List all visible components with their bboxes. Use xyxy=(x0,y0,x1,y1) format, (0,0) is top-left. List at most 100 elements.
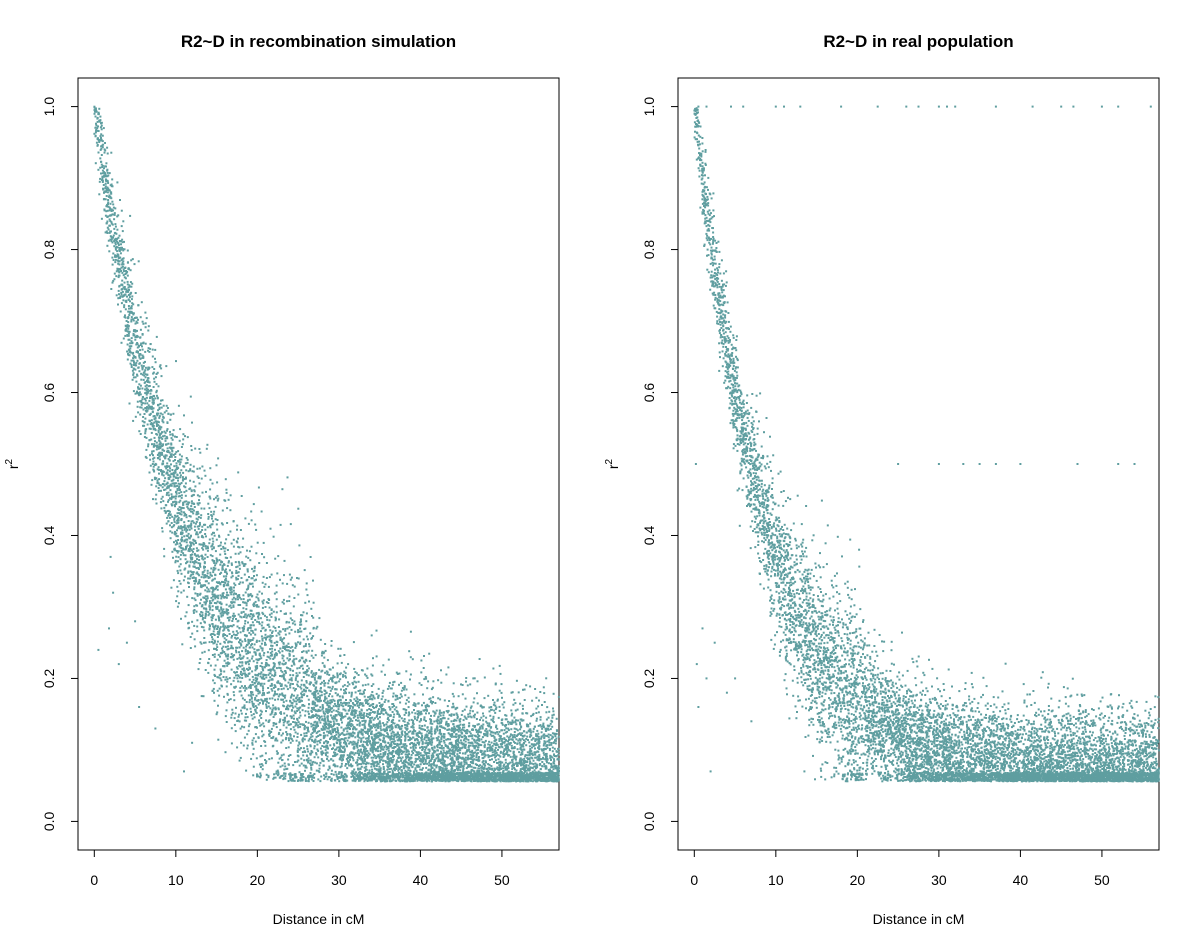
data-point xyxy=(336,739,339,742)
data-point xyxy=(431,748,434,751)
data-point xyxy=(193,580,196,582)
data-point xyxy=(384,744,387,747)
data-point xyxy=(248,698,251,701)
data-point xyxy=(224,645,227,648)
data-point xyxy=(361,702,364,705)
data-point xyxy=(519,757,522,760)
data-point xyxy=(192,542,195,545)
data-point xyxy=(332,773,335,776)
data-point xyxy=(192,565,195,568)
data-point xyxy=(362,715,365,718)
data-point xyxy=(122,286,125,289)
data-point xyxy=(214,588,216,591)
data-point xyxy=(435,779,438,782)
data-point xyxy=(296,749,299,752)
data-point xyxy=(163,480,166,483)
data-point xyxy=(158,434,161,437)
data-point xyxy=(122,299,125,302)
data-point xyxy=(409,746,412,749)
data-point xyxy=(252,693,255,696)
data-point xyxy=(388,768,391,771)
data-point xyxy=(534,747,536,750)
data-point xyxy=(440,744,443,747)
data-point xyxy=(529,685,532,688)
data-point xyxy=(259,645,262,648)
data-point xyxy=(265,710,267,713)
data-point xyxy=(550,764,553,767)
data-point xyxy=(380,670,383,673)
data-point xyxy=(191,508,194,511)
data-point xyxy=(247,556,250,559)
data-point xyxy=(495,706,498,709)
data-point xyxy=(100,128,103,131)
data-point xyxy=(495,738,498,741)
data-point xyxy=(136,400,139,403)
data-point xyxy=(373,723,376,726)
data-point xyxy=(306,748,309,751)
data-point xyxy=(428,748,431,751)
data-point xyxy=(403,776,406,779)
data-point xyxy=(498,766,501,769)
data-point xyxy=(349,699,352,701)
data-point xyxy=(388,759,391,762)
data-point xyxy=(263,666,266,669)
data-point xyxy=(277,733,280,736)
data-point xyxy=(141,342,144,345)
data-point xyxy=(247,587,249,590)
data-point xyxy=(409,656,412,659)
data-point xyxy=(246,549,248,552)
data-point xyxy=(250,714,253,717)
data-point xyxy=(333,744,336,747)
data-point xyxy=(263,585,266,588)
data-point xyxy=(516,729,519,732)
data-point xyxy=(322,706,325,709)
data-point xyxy=(338,703,341,706)
data-point xyxy=(526,760,529,763)
data-point xyxy=(202,584,205,587)
data-point xyxy=(313,747,316,750)
data-point xyxy=(183,491,186,494)
data-point xyxy=(521,753,524,756)
data-point xyxy=(188,501,191,504)
data-point xyxy=(239,673,242,676)
data-point xyxy=(496,762,499,765)
data-point xyxy=(549,768,551,771)
data-point xyxy=(196,554,199,557)
data-point xyxy=(541,704,543,706)
data-point xyxy=(203,650,206,653)
data-point xyxy=(272,658,275,660)
data-point xyxy=(461,693,464,696)
data-point xyxy=(481,765,484,768)
data-point xyxy=(174,530,176,533)
data-point xyxy=(369,726,372,729)
data-point xyxy=(171,450,174,453)
data-point xyxy=(509,735,512,738)
data-point xyxy=(108,231,111,234)
data-point xyxy=(103,172,106,175)
data-point xyxy=(277,771,280,774)
data-point xyxy=(101,146,104,149)
data-point xyxy=(326,734,329,737)
data-point xyxy=(447,769,450,772)
data-point xyxy=(327,747,329,750)
data-point xyxy=(429,768,432,771)
data-point xyxy=(519,768,522,771)
data-point xyxy=(125,320,128,322)
data-point xyxy=(334,737,337,740)
data-point xyxy=(507,767,510,770)
data-point xyxy=(147,347,150,350)
data-point xyxy=(373,778,376,781)
data-point xyxy=(356,702,358,705)
data-point xyxy=(152,427,155,430)
data-point xyxy=(284,694,287,697)
data-point xyxy=(455,742,458,745)
data-point xyxy=(231,575,234,578)
data-point xyxy=(390,767,392,770)
data-point xyxy=(124,308,127,311)
data-point xyxy=(177,525,180,528)
data-point xyxy=(247,593,250,596)
data-point xyxy=(152,454,154,457)
data-point xyxy=(153,464,156,466)
data-point xyxy=(400,750,403,753)
data-point xyxy=(353,709,356,712)
